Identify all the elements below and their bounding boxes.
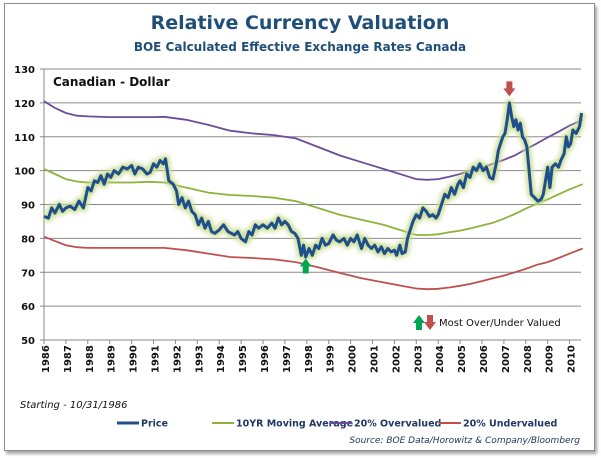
series-line-price bbox=[43, 101, 584, 259]
series-lines bbox=[42, 98, 586, 291]
chart-frame bbox=[4, 3, 595, 451]
legend: Price 10YR Moving Average 20% Overvalued 20… bbox=[117, 419, 557, 430]
x-tick-label: 1997 bbox=[282, 345, 293, 373]
y-tick-label: 120 bbox=[14, 99, 35, 110]
y-tick-label: 60 bbox=[21, 302, 35, 313]
y-tick-label: 90 bbox=[21, 201, 35, 212]
x-tick-label: 1998 bbox=[304, 345, 315, 373]
x-tick-label: 1989 bbox=[107, 345, 118, 373]
series-line-10yr-moving-average bbox=[43, 168, 584, 236]
y-tick-label: 70 bbox=[21, 268, 35, 279]
x-tick-label: 1986 bbox=[41, 345, 52, 373]
chart-subtitle: BOE Calculated Effective Exchange Rates … bbox=[134, 40, 466, 54]
y-axis: 50 60 70 80 90 100 110 120 130 bbox=[14, 65, 45, 347]
x-tick-label: 2006 bbox=[479, 345, 490, 373]
x-tick-label: 1990 bbox=[129, 345, 140, 373]
price-glow bbox=[42, 98, 586, 261]
legend-label: 10YR Moving Average bbox=[236, 419, 353, 430]
up-arrow-icon bbox=[413, 315, 425, 330]
x-tick-label: 2010 bbox=[567, 345, 578, 373]
y-tick-label: 50 bbox=[21, 336, 35, 347]
x-tick-label: 1994 bbox=[216, 345, 227, 373]
y-tick-label: 100 bbox=[14, 167, 35, 178]
x-tick-label: 1993 bbox=[194, 345, 205, 373]
x-tick-label: 2002 bbox=[391, 345, 402, 373]
x-tick-label: 1996 bbox=[260, 345, 271, 373]
x-tick-label: 1995 bbox=[238, 345, 249, 373]
series-line-20-undervalued bbox=[43, 235, 584, 291]
legend-label: Price bbox=[141, 419, 168, 430]
x-tick-label: 2003 bbox=[413, 345, 424, 373]
x-tick-label: 2001 bbox=[370, 345, 381, 373]
annotations bbox=[299, 81, 516, 274]
source-note: Source: BOE Data/Horowitz & Company/Bloo… bbox=[349, 436, 580, 446]
x-tick-label: 2007 bbox=[501, 345, 512, 373]
x-tick-label: 2000 bbox=[348, 345, 359, 373]
series-label: Canadian - Dollar bbox=[53, 75, 170, 89]
annotation-legend-label: Most Over/Under Valued bbox=[439, 318, 561, 329]
x-tick-label: 1999 bbox=[326, 345, 337, 373]
x-tick-label: 1992 bbox=[172, 345, 183, 373]
series-line-20-overvalued bbox=[43, 100, 584, 181]
x-tick-label: 2005 bbox=[457, 345, 468, 373]
y-tick-label: 130 bbox=[14, 65, 35, 76]
x-tick-label: 1988 bbox=[85, 345, 96, 373]
start-note: Starting - 10/31/1986 bbox=[20, 400, 128, 411]
x-tick-label: 1991 bbox=[151, 345, 162, 373]
x-tick-label: 2004 bbox=[435, 345, 446, 373]
chart-title: Relative Currency Valuation bbox=[151, 12, 450, 34]
legend-label: 20% Overvalued bbox=[354, 419, 441, 430]
gridlines bbox=[44, 68, 581, 341]
x-tick-label: 2008 bbox=[523, 345, 534, 373]
legend-label: 20% Undervalued bbox=[463, 419, 557, 430]
arrow-up-icon bbox=[299, 258, 312, 274]
arrow-down-icon bbox=[503, 81, 516, 97]
down-arrow-icon bbox=[424, 315, 436, 330]
x-tick-label: 2009 bbox=[545, 345, 556, 373]
annotation-legend: Most Over/Under Valued bbox=[413, 315, 561, 330]
y-tick-label: 80 bbox=[21, 234, 35, 245]
x-axis: 1986 1987 1988 1989 1990 1991 1992 1993 1994 1995… bbox=[41, 340, 578, 373]
y-tick-label: 110 bbox=[14, 133, 35, 144]
x-tick-label: 1987 bbox=[63, 345, 74, 373]
